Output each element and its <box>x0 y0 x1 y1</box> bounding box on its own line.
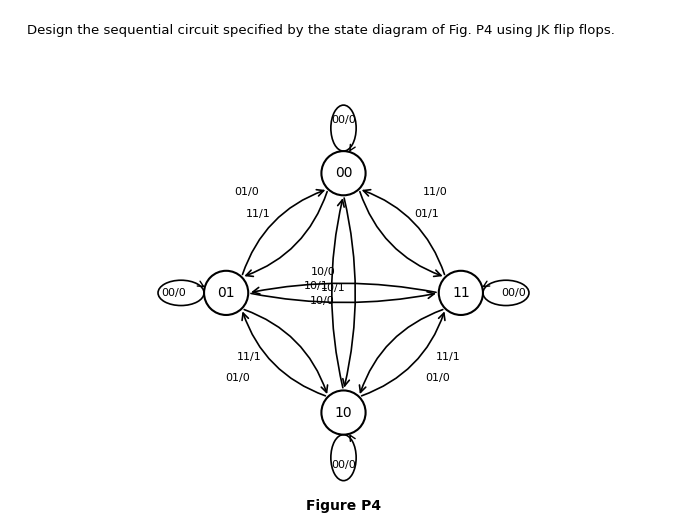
Text: 10/0: 10/0 <box>311 267 335 277</box>
Text: 01/0: 01/0 <box>225 373 250 383</box>
Text: 00/0: 00/0 <box>331 115 356 126</box>
Text: 00/0: 00/0 <box>161 288 185 298</box>
Text: 00/0: 00/0 <box>331 460 356 471</box>
Circle shape <box>322 151 365 195</box>
Text: 00: 00 <box>335 166 352 180</box>
Text: 11/1: 11/1 <box>237 353 262 362</box>
Text: 11/0: 11/0 <box>423 187 448 197</box>
Text: 11: 11 <box>452 286 470 300</box>
Circle shape <box>439 271 483 315</box>
Text: 00/0: 00/0 <box>502 288 526 298</box>
Text: 01/0: 01/0 <box>234 187 259 197</box>
Text: 01/1: 01/1 <box>414 209 439 219</box>
Text: 10/1: 10/1 <box>304 281 328 291</box>
Circle shape <box>322 391 365 435</box>
Text: Figure P4: Figure P4 <box>306 498 381 513</box>
Text: 10/0: 10/0 <box>310 295 335 306</box>
Text: 01/0: 01/0 <box>425 373 450 383</box>
Text: Design the sequential circuit specified by the state diagram of Fig. P4 using JK: Design the sequential circuit specified … <box>27 24 616 37</box>
Text: 11/1: 11/1 <box>436 353 461 362</box>
Text: 11/1: 11/1 <box>246 209 271 219</box>
Text: 10: 10 <box>335 405 352 419</box>
Text: 01: 01 <box>217 286 235 300</box>
Circle shape <box>204 271 248 315</box>
Text: 10/1: 10/1 <box>321 283 346 293</box>
